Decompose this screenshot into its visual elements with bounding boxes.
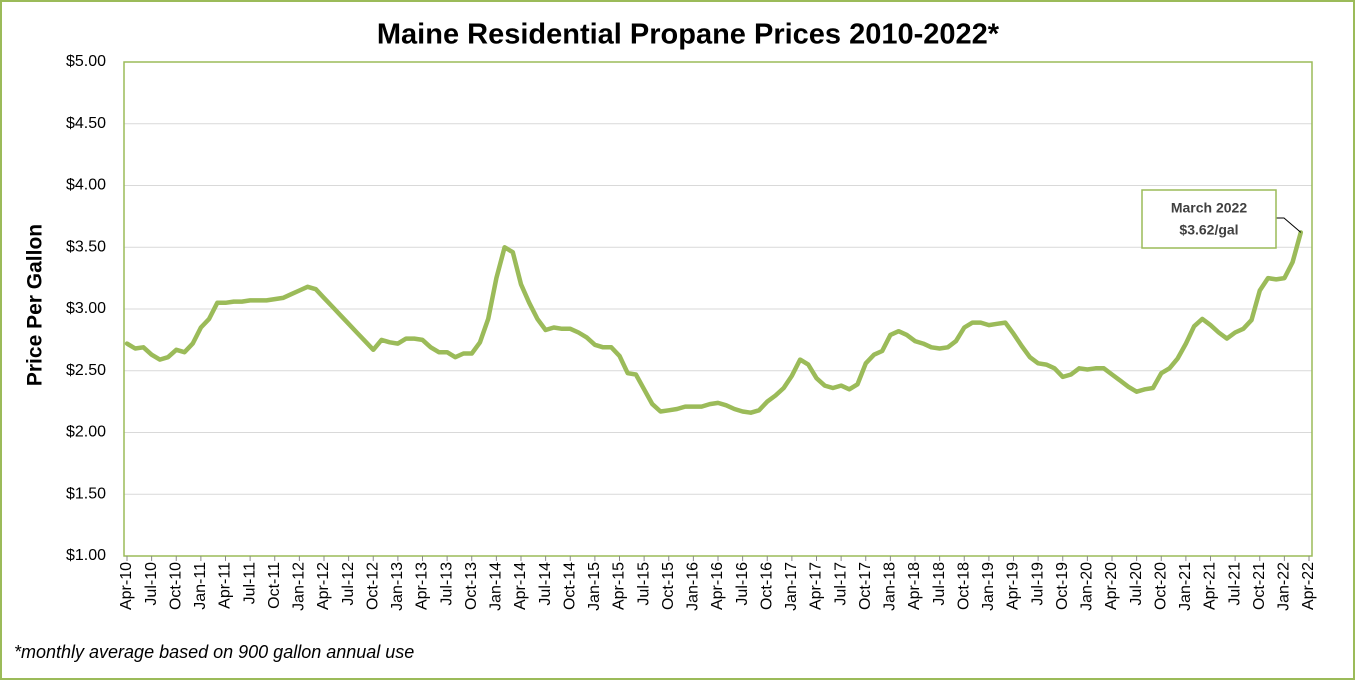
y-tick-label: $3.50	[66, 238, 106, 255]
x-tick-label: Apr-10	[118, 562, 135, 610]
x-tick-label: Jan-21	[1177, 562, 1194, 611]
x-tick-label: Jan-15	[586, 562, 603, 611]
x-tick-label: Oct-15	[660, 562, 677, 610]
x-tick-label: Jan-11	[192, 562, 209, 610]
y-tick-label: $2.50	[66, 362, 106, 379]
x-tick-label: Oct-13	[463, 562, 480, 610]
y-tick-label: $3.00	[66, 300, 106, 317]
x-tick-label: Oct-21	[1251, 562, 1268, 610]
x-tick-label: Jul-17	[832, 562, 849, 606]
x-tick-label: Apr-12	[315, 562, 332, 610]
x-tick-label: Jan-12	[291, 562, 308, 611]
x-tick-label: Jan-20	[1079, 562, 1096, 611]
x-tick-label: Jan-17	[783, 562, 800, 611]
x-tick-label: Jan-16	[685, 562, 702, 611]
x-tick-label: Oct-11	[266, 562, 283, 609]
x-tick-label: Jul-11	[241, 562, 258, 604]
chart-title: Maine Residential Propane Prices 2010-20…	[377, 19, 1000, 51]
x-tick-label: Apr-17	[808, 562, 825, 610]
y-tick-label: $4.50	[66, 115, 106, 132]
x-tick-label: Apr-22	[1300, 562, 1317, 610]
x-tick-label: Apr-16	[709, 562, 726, 610]
x-tick-label: Jul-19	[1029, 562, 1046, 606]
x-tick-label: Jul-15	[635, 562, 652, 606]
y-tick-label: $1.00	[66, 547, 106, 564]
x-tick-label: Apr-14	[512, 562, 529, 610]
x-tick-label: Apr-18	[906, 562, 923, 610]
x-tick-label: Jul-12	[340, 562, 357, 606]
footnote: *monthly average based on 900 gallon ann…	[14, 642, 414, 662]
annotation-text: March 2022	[1171, 200, 1247, 216]
x-tick-label: Jan-18	[882, 562, 899, 611]
x-tick-label: Jan-19	[980, 562, 997, 611]
y-tick-label: $4.00	[66, 177, 106, 194]
annotation-text: $3.62/gal	[1179, 222, 1238, 238]
x-tick-label: Apr-13	[414, 562, 431, 610]
x-tick-label: Oct-18	[955, 562, 972, 610]
x-tick-label: Apr-21	[1202, 562, 1219, 610]
y-tick-label: $2.00	[66, 424, 106, 441]
y-axis-title: Price Per Gallon	[24, 224, 47, 386]
x-tick-label: Oct-20	[1152, 562, 1169, 610]
x-tick-label: Apr-15	[611, 562, 628, 610]
x-tick-label: Jul-18	[931, 562, 948, 606]
x-tick-label: Jul-13	[438, 562, 455, 606]
x-tick-label: Oct-16	[758, 562, 775, 610]
x-tick-label: Jul-20	[1128, 562, 1145, 606]
x-tick-label: Apr-20	[1103, 562, 1120, 610]
annotation-leader	[1276, 217, 1302, 233]
x-tick-label: Jul-14	[537, 562, 554, 606]
series-line	[124, 230, 1304, 415]
annotation-box	[1141, 189, 1277, 249]
x-tick-label: Oct-19	[1054, 562, 1071, 610]
x-tick-label: Jul-10	[143, 562, 160, 606]
y-tick-label: $5.00	[66, 53, 106, 70]
x-tick-label: Jan-14	[488, 562, 505, 611]
x-tick-label: Jan-13	[389, 562, 406, 611]
x-tick-label: Oct-10	[167, 562, 184, 610]
x-tick-label: Jul-21	[1226, 562, 1243, 606]
x-tick-label: Apr-19	[1005, 562, 1022, 610]
x-tick-label: Jul-16	[734, 562, 751, 606]
x-tick-label: Oct-17	[857, 562, 874, 610]
x-tick-label: Jan-22	[1276, 562, 1293, 611]
x-tick-label: Apr-11	[217, 562, 234, 609]
y-tick-label: $1.50	[66, 485, 106, 502]
x-tick-label: Oct-12	[364, 562, 381, 610]
x-tick-label: Oct-14	[561, 562, 578, 610]
